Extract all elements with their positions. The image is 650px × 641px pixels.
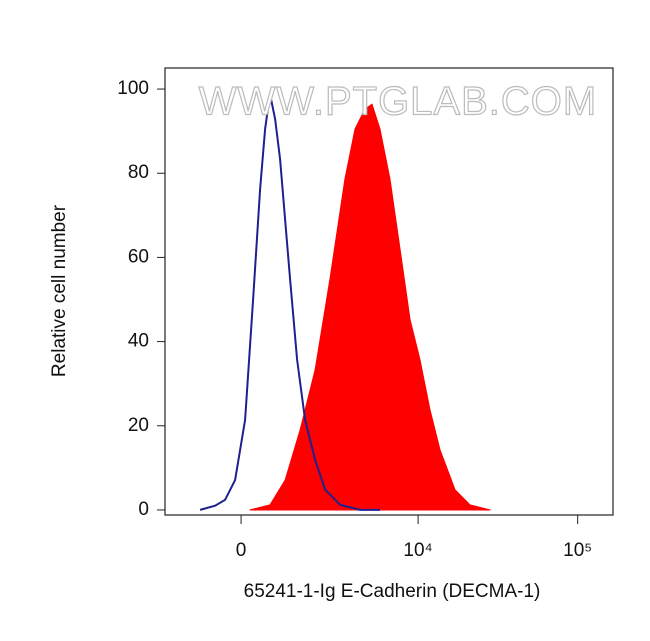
filled-histogram bbox=[249, 103, 491, 511]
x-tick-label: 10⁴ bbox=[403, 540, 432, 561]
x-tick-label: 0 bbox=[236, 540, 247, 561]
y-tick-label: 20 bbox=[128, 415, 149, 436]
y-tick-label: 100 bbox=[117, 78, 149, 99]
y-tick-label: 0 bbox=[138, 499, 149, 520]
y-tick-label: 40 bbox=[128, 331, 149, 352]
histogram-line bbox=[199, 93, 380, 511]
x-axis-label: 65241-1-Ig E-Cadherin (DECMA-1) bbox=[244, 581, 541, 602]
y-tick-label: 60 bbox=[128, 246, 149, 267]
y-axis-label: Relative cell number bbox=[49, 204, 70, 377]
watermark: WWW.PTGLAB.COM bbox=[199, 80, 597, 124]
x-tick-label: 10⁵ bbox=[563, 540, 592, 561]
y-tick-label: 80 bbox=[128, 162, 149, 183]
plot-frame bbox=[164, 67, 614, 516]
